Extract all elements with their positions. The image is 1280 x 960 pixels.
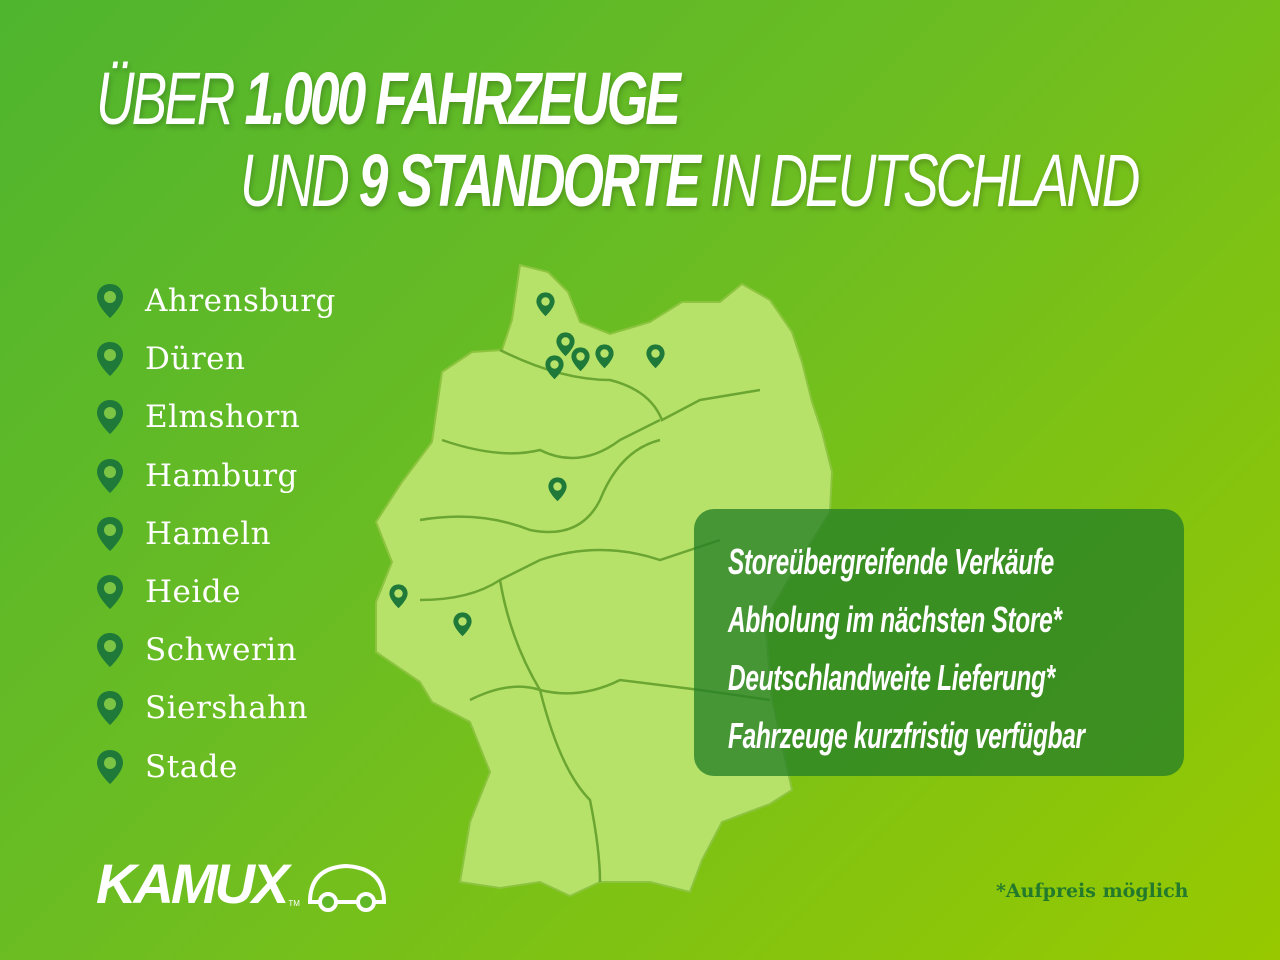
feature-item: Abholung im nächsten Store* [716, 591, 1184, 649]
map-pin-icon [556, 332, 575, 357]
location-item: Düren [95, 330, 336, 388]
location-name: Ahrensburg [145, 283, 336, 320]
logo-tm: TM [288, 899, 300, 908]
location-name: Heide [145, 574, 241, 611]
footnote: *Aufpreis möglich [996, 880, 1189, 902]
headline-text: UND [240, 139, 350, 222]
car-icon [307, 863, 386, 912]
logo-wordmark: KAMUX [96, 852, 289, 915]
location-name: Stade [145, 748, 238, 785]
map-pin-icon [595, 344, 614, 369]
map-pin-icon [571, 347, 590, 372]
state-borders [419, 348, 771, 883]
location-item: Elmshorn [95, 388, 336, 446]
feature-item: Storeübergreifende Verkäufe [716, 533, 1184, 591]
map-pin-icon [453, 612, 472, 637]
location-name: Elmshorn [145, 399, 301, 436]
map-pin-icon [545, 355, 564, 380]
headline-text: IN DEUTSCHLAND [710, 139, 1140, 222]
location-name: Hameln [145, 515, 272, 552]
headline-line-1: ÜBER 1.000 FAHRZEUGE [96, 62, 681, 136]
map-pin-icon [646, 344, 665, 369]
map-pin-icon [548, 477, 567, 502]
location-item: Hamburg [95, 447, 336, 505]
feature-text: Abholung im nächsten Store* [728, 599, 1062, 640]
feature-text: Fahrzeuge kurzfristig verfügbar [728, 715, 1085, 756]
location-name: Düren [145, 341, 246, 378]
location-name: Hamburg [145, 457, 298, 494]
location-item: Siershahn [95, 679, 336, 737]
location-item: Hameln [95, 505, 336, 563]
feature-item: Fahrzeuge kurzfristig verfügbar [716, 707, 1184, 765]
map-pin-icon [389, 584, 408, 609]
location-list: Ahrensburg Düren Elmshorn Hamburg Hameln Heid… [95, 272, 336, 796]
feature-item: Deutschlandweite Lieferung* [716, 649, 1184, 707]
kamux-logo: KAMUX TM [96, 856, 388, 912]
location-name: Schwerin [145, 632, 298, 669]
features-box: Storeübergreifende Verkäufe Abholung im n… [694, 509, 1184, 776]
headline-text: 9 STANDORTE [358, 139, 701, 222]
location-item: Schwerin [95, 621, 336, 679]
feature-text: Deutschlandweite Lieferung* [728, 657, 1055, 698]
location-item: Ahrensburg [95, 272, 336, 330]
location-name: Siershahn [145, 690, 309, 727]
map-pin-icon [536, 292, 555, 317]
location-item: Stade [95, 738, 336, 796]
headline-line-2: UND 9 STANDORTE IN DEUTSCHLAND [240, 144, 1140, 218]
headline-text: ÜBER [96, 57, 235, 140]
headline-text: 1.000 FAHRZEUGE [244, 57, 680, 140]
feature-text: Storeübergreifende Verkäufe [728, 541, 1054, 582]
location-item: Heide [95, 563, 336, 621]
